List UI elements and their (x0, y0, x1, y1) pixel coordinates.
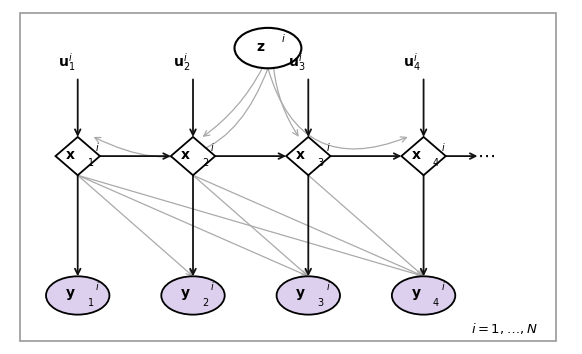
Text: $\mathbf{x}$: $\mathbf{x}$ (411, 148, 421, 162)
Text: $\mathbf{x}$: $\mathbf{x}$ (180, 148, 191, 162)
Polygon shape (402, 137, 446, 175)
Text: $3$: $3$ (317, 296, 325, 308)
Text: $i$: $i$ (95, 141, 100, 153)
Text: $i$: $i$ (210, 280, 215, 292)
Text: $2$: $2$ (202, 296, 210, 308)
Text: $\mathbf{y}$: $\mathbf{y}$ (411, 287, 421, 302)
Text: $\mathbf{y}$: $\mathbf{y}$ (180, 287, 191, 302)
Text: $4$: $4$ (432, 296, 440, 308)
Text: $1$: $1$ (87, 296, 94, 308)
Text: $i$: $i$ (281, 32, 286, 44)
Polygon shape (55, 137, 100, 175)
Ellipse shape (161, 276, 225, 315)
Text: $\mathbf{u}_{2}^{i}$: $\mathbf{u}_{2}^{i}$ (173, 51, 190, 73)
Text: $i$: $i$ (210, 141, 215, 153)
Text: $\mathbf{u}_{1}^{i}$: $\mathbf{u}_{1}^{i}$ (58, 51, 75, 73)
Text: $1$: $1$ (87, 156, 94, 169)
Text: $2$: $2$ (202, 156, 210, 169)
Text: $i$: $i$ (325, 141, 330, 153)
Text: $i$: $i$ (441, 141, 445, 153)
Ellipse shape (392, 276, 455, 315)
Text: $3$: $3$ (317, 156, 325, 169)
Circle shape (235, 28, 301, 68)
Ellipse shape (276, 276, 340, 315)
Polygon shape (171, 137, 215, 175)
Text: $i$: $i$ (325, 280, 330, 292)
Ellipse shape (46, 276, 109, 315)
Text: $\mathbf{x}$: $\mathbf{x}$ (65, 148, 76, 162)
Text: $4$: $4$ (432, 156, 440, 169)
Text: $i$: $i$ (441, 280, 445, 292)
Text: $\mathbf{y}$: $\mathbf{y}$ (296, 287, 306, 302)
Text: $\mathbf{x}$: $\mathbf{x}$ (296, 148, 306, 162)
Polygon shape (286, 137, 331, 175)
Text: $\cdots$: $\cdots$ (477, 147, 495, 165)
Text: $i = 1, \ldots, N$: $i = 1, \ldots, N$ (471, 321, 538, 336)
Text: $\mathbf{u}_{3}^{i}$: $\mathbf{u}_{3}^{i}$ (288, 51, 306, 73)
Text: $i$: $i$ (95, 280, 100, 292)
Text: $\mathbf{z}$: $\mathbf{z}$ (255, 40, 265, 54)
Text: $\mathbf{u}_{4}^{i}$: $\mathbf{u}_{4}^{i}$ (403, 51, 421, 73)
Text: $\mathbf{y}$: $\mathbf{y}$ (65, 287, 76, 302)
